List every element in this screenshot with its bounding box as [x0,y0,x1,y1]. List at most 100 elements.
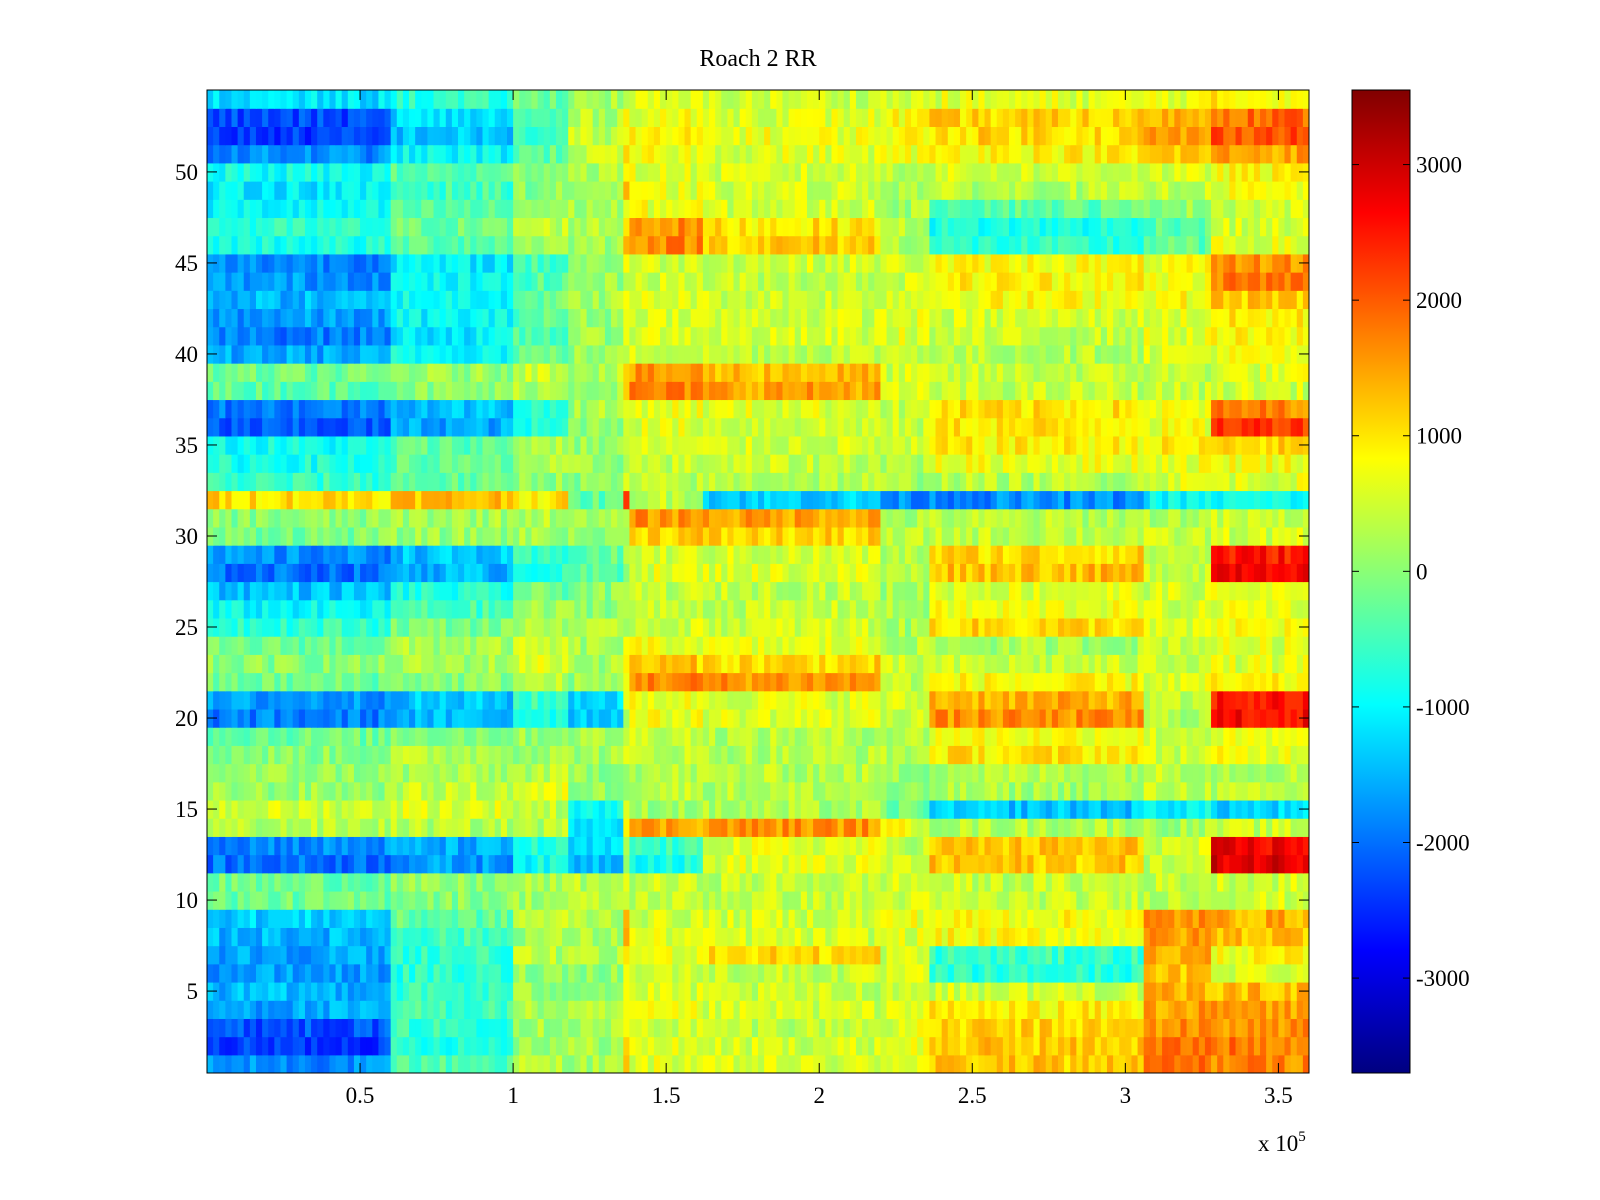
heatmap-cell [280,636,288,655]
heatmap-cell [917,945,924,965]
heatmap-cell [1033,708,1041,728]
heatmap-cell [304,781,312,801]
heatmap-cell [231,581,239,601]
heatmap-cell [1217,1054,1224,1073]
heatmap-cell [1211,727,1218,746]
heatmap-cell [764,818,771,837]
heatmap-cell [641,963,649,983]
heatmap-cell [255,745,263,765]
heatmap-cell [237,781,245,801]
heatmap-cell [531,636,539,655]
heatmap-cell [604,1036,612,1056]
heatmap-cell [519,909,526,928]
heatmap-cell [1125,963,1133,983]
heatmap-cell [262,727,269,746]
heatmap-cell [378,836,386,856]
heatmap-cell [751,1036,759,1056]
heatmap-cell [672,1018,680,1038]
heatmap-cell [653,727,661,746]
heatmap-cell [874,799,882,819]
heatmap-cell [268,727,275,746]
heatmap-cell [1021,854,1028,874]
heatmap-cell [329,563,337,583]
heatmap-cell [782,581,790,601]
heatmap-cell [1155,581,1163,601]
heatmap-cell [702,727,710,746]
heatmap-cell [1137,945,1145,965]
heatmap-cell [231,727,239,746]
heatmap-cell [892,945,900,965]
heatmap-cell [917,909,924,928]
heatmap-cell [1223,927,1231,947]
heatmap-cell [696,617,704,637]
heatmap-cell [1223,763,1231,783]
heatmap-cell [1039,745,1047,765]
heatmap-cell [1088,690,1096,710]
heatmap-cell [384,708,392,728]
heatmap-cell [1009,672,1016,692]
heatmap-cell [390,690,398,710]
heatmap-cell [684,1036,692,1056]
heatmap-cell [813,599,820,619]
heatmap-cell [1223,672,1231,692]
heatmap-cell [249,636,257,655]
heatmap-cell [396,1054,404,1073]
heatmap-cell [1174,727,1182,746]
heatmap-cell [672,981,680,1001]
heatmap-cell [1143,890,1151,910]
heatmap-cell [874,617,882,637]
heatmap-cell [1143,599,1151,619]
heatmap-cell [1113,1018,1120,1038]
heatmap-cell [776,836,784,856]
heatmap-cell [372,1000,380,1019]
heatmap-cell [941,654,949,674]
heatmap-cell [213,818,220,837]
heatmap-cell [1125,854,1133,874]
heatmap-cell [1302,781,1309,801]
heatmap-cell [660,690,667,710]
heatmap-cell [1247,909,1255,928]
heatmap-cell [972,818,979,837]
heatmap-cell [1070,854,1077,874]
heatmap-cell [672,836,680,856]
heatmap-cell [702,890,710,910]
heatmap-cell [1119,672,1126,692]
heatmap-cell [788,672,796,692]
heatmap-cell [323,872,331,892]
heatmap-cell [1057,836,1065,856]
heatmap-cell [972,1054,979,1073]
heatmap-cell [758,745,765,765]
heatmap-cell [384,1054,392,1073]
heatmap-cell [255,617,263,637]
heatmap-cell [1015,963,1022,983]
heatmap-cell [1039,617,1047,637]
heatmap-cell [506,708,514,728]
heatmap-cell [1302,763,1309,783]
heatmap-cell [255,836,263,856]
heatmap-cell [825,745,833,765]
heatmap-cell [831,636,839,655]
heatmap-cell [966,763,973,783]
heatmap-cell [586,690,594,710]
heatmap-cell [415,708,422,728]
heatmap-cell [653,672,661,692]
heatmap-cell [666,927,673,947]
heatmap-cell [1284,672,1292,692]
heatmap-cell [953,909,961,928]
heatmap-cell [298,1000,306,1019]
heatmap-cell [1088,617,1096,637]
heatmap-cell [1180,1000,1188,1019]
heatmap-cell [360,781,367,801]
heatmap-cell [898,854,906,874]
heatmap-cell [335,781,343,801]
heatmap-cell [978,636,986,655]
heatmap-cell [433,836,441,856]
heatmap-cell [984,708,992,728]
heatmap-cell [1223,799,1231,819]
heatmap-cell [1217,909,1224,928]
heatmap-cell [806,727,814,746]
heatmap-cell [929,981,937,1001]
heatmap-cell [776,727,784,746]
heatmap-cell [439,617,447,637]
heatmap-cell [892,708,900,728]
